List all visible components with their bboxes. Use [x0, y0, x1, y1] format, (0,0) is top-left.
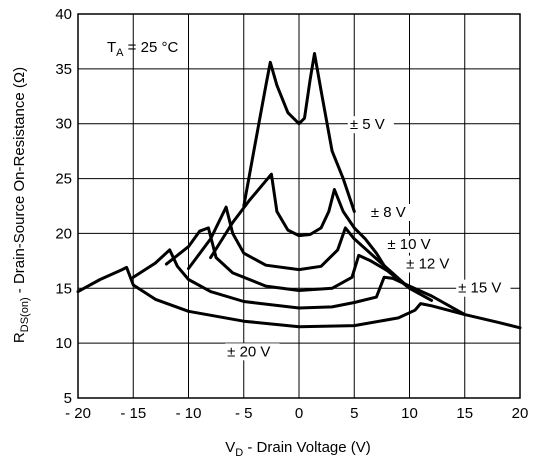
series-label: ± 5 V: [350, 116, 385, 133]
series-label: ± 12 V: [406, 256, 449, 273]
tick-labels: - 20 - 15 - 10 - 5 0 5 10 15 20 5 10 15 20 25 30 35 40: [55, 6, 528, 422]
x-tick-label: 20: [512, 405, 529, 422]
series-label: ± 8 V: [371, 204, 406, 221]
y-tick-label: 40: [55, 6, 72, 23]
x-axis-label: VD - Drain Voltage (V): [225, 439, 371, 459]
x-tick-label: - 10: [176, 405, 202, 422]
y-tick-label: 30: [55, 116, 72, 133]
x-tick-label: 10: [401, 405, 418, 422]
y-tick-label: 5: [64, 390, 72, 407]
x-tick-label: - 20: [65, 405, 91, 422]
series-label-background: [385, 235, 440, 253]
y-axis-label: RDS(on) - Drain-Source On-Resistance (Ω): [11, 67, 31, 343]
y-tick-label: 25: [55, 171, 72, 188]
series-label-background: [225, 343, 280, 361]
series-label-background: [404, 255, 459, 273]
x-tick-label: 15: [456, 405, 473, 422]
series-label-background: [347, 116, 394, 134]
series-label: ± 15 V: [458, 280, 501, 297]
y-tick-label: 20: [55, 225, 72, 242]
x-tick-label: - 15: [120, 405, 146, 422]
series-label-background: [456, 279, 511, 297]
series-curves: [76, 52, 522, 330]
series-label: ± 20 V: [227, 343, 270, 360]
temperature-annotation: TA = 25 °C: [107, 39, 178, 59]
series-label-background: [368, 203, 415, 221]
y-tick-label: 15: [55, 280, 72, 297]
series-line: [131, 248, 467, 317]
series-line: [187, 205, 411, 290]
x-tick-label: - 5: [235, 405, 253, 422]
series-label: ± 10 V: [387, 236, 430, 253]
y-tick-label: 35: [55, 61, 72, 78]
series-line: [242, 52, 356, 213]
y-tick-label: 10: [55, 335, 72, 352]
plot-frame: [77, 13, 521, 399]
grid-lines: [77, 13, 521, 399]
series-line: [76, 265, 522, 330]
x-tick-label: 5: [350, 405, 358, 422]
x-tick-label: 0: [295, 405, 303, 422]
series-line: [209, 172, 389, 273]
series-line: [164, 226, 434, 302]
series-labels: ± 5 V ± 8 V ± 10 V ± 12 V ± 15 V ± 20 V: [225, 116, 511, 361]
